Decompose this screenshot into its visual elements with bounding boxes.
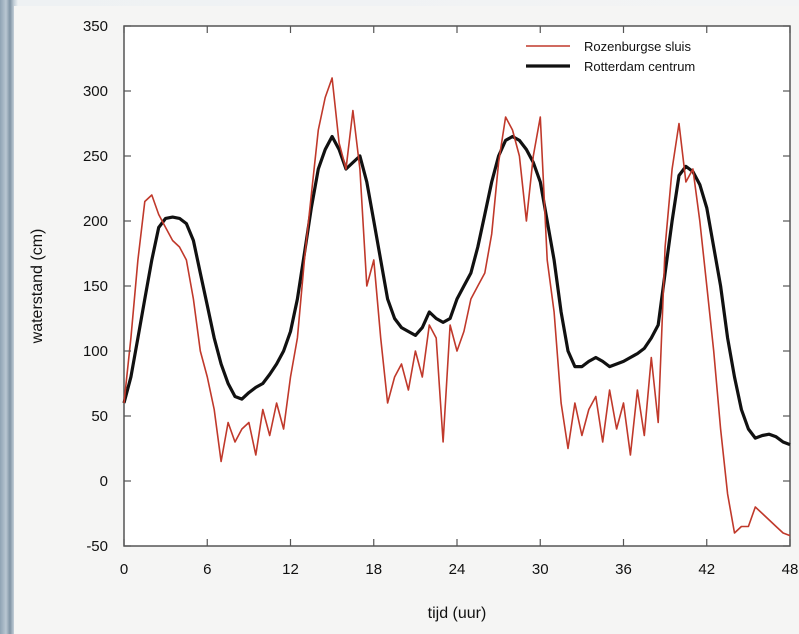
x-tick-label: 36 — [615, 561, 632, 578]
series-layer — [122, 77, 791, 537]
y-tick-label: -50 — [86, 538, 108, 555]
y-tick-label: 300 — [83, 83, 108, 100]
waterstand-chart: 0 6 12 18 24 30 36 42 48 -50 0 50 100 150 200 250 300 350… — [29, 18, 798, 622]
x-tick-label: 30 — [532, 561, 549, 578]
y-tick-label: 350 — [83, 18, 108, 35]
y-axis-title: waterstand (cm) — [29, 229, 46, 345]
x-tick-label: 42 — [698, 561, 715, 578]
y-tick-label: 250 — [83, 148, 108, 165]
x-tick-label: 12 — [282, 561, 299, 578]
y-tick-label: 200 — [83, 213, 108, 230]
y-tick-label: 150 — [83, 278, 108, 295]
y-tick-label: 100 — [83, 343, 108, 360]
x-tick-label: 6 — [203, 561, 211, 578]
x-axis-title: tijd (uur) — [428, 605, 487, 622]
x-tick-label: 0 — [120, 561, 128, 578]
chart-frame: 0 6 12 18 24 30 36 42 48 -50 0 50 100 150 200 250 300 350… — [14, 6, 799, 634]
plot-box — [123, 25, 791, 547]
legend: Rozenburgse sluis Rotterdam centrum — [526, 39, 695, 74]
x-tick-label: 18 — [365, 561, 382, 578]
plot-area — [123, 25, 791, 547]
y-tick-label: 0 — [100, 473, 108, 490]
series-line-rozenburgse-sluis — [123, 77, 791, 537]
legend-label-rozenburgse-sluis: Rozenburgse sluis — [584, 39, 691, 54]
legend-label-rotterdam-centrum: Rotterdam centrum — [584, 59, 695, 74]
x-tick-label: 24 — [449, 561, 466, 578]
ticks-layer: 0 6 12 18 24 30 36 42 48 -50 0 50 100 150 200 250 300 350 — [83, 18, 798, 578]
x-tick-label: 48 — [782, 561, 799, 578]
series-line-rotterdam-centrum — [122, 134, 791, 447]
y-tick-label: 50 — [91, 408, 108, 425]
